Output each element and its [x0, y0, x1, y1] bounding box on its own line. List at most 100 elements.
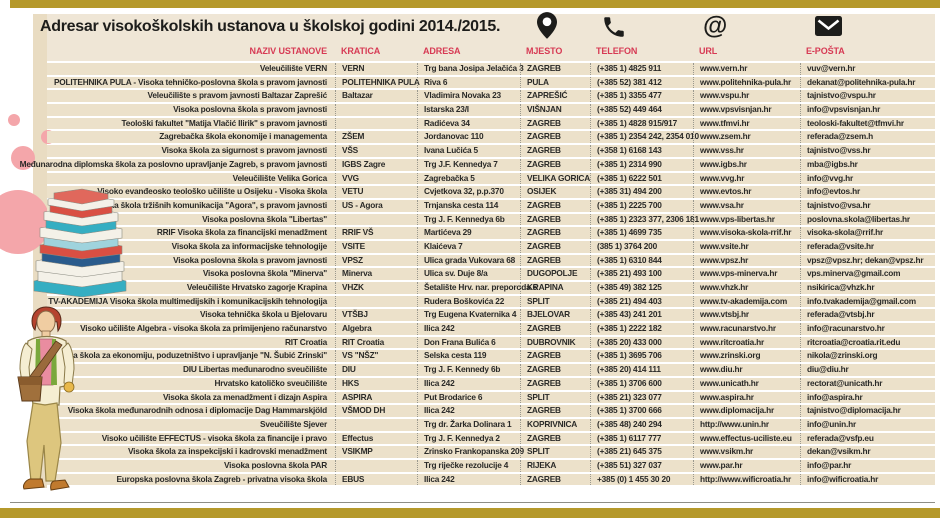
cell-adresa: Trg J. F. Kennedya 6b — [417, 213, 520, 226]
cell-eposta: info@unin.hr — [800, 418, 935, 431]
cell-eposta: rectorat@unicath.hr — [800, 377, 935, 390]
cell-telefon: (+385 52) 381 412 — [590, 76, 693, 89]
cell-eposta: info@racunarstvo.hr — [800, 323, 935, 335]
cell-telefon: (+385 1) 6310 844 — [590, 254, 693, 267]
cell-naziv: Međunarodna diplomska škola za poslovno … — [19, 158, 328, 169]
cell-url: www.vsite.hr — [693, 240, 800, 253]
cell-eposta: info@evtos.hr — [800, 186, 935, 198]
cell-kratica: Minerva — [335, 268, 417, 280]
cell-mjesto: ZAGREB — [520, 254, 590, 267]
cell-eposta: dekanat@politehnika-pula.hr — [800, 76, 935, 89]
cell-url: www.racunarstvo.hr — [693, 323, 800, 335]
cell-mjesto: ZAGREB — [520, 405, 590, 417]
cell-kratica: VPSZ — [335, 254, 417, 267]
table-row: Visoka poslovna škola s pravom javnosti … — [47, 254, 935, 267]
cell-naziv: Visoko učilište Algebra - visoka škola z… — [80, 323, 327, 334]
cell-url: www.vern.hr — [693, 63, 800, 75]
cell-telefon: (+385 21) 493 100 — [590, 268, 693, 280]
pink-circle — [11, 146, 35, 170]
table-row: Visoka poslovna škola "Minerva" Minerva … — [47, 268, 935, 280]
cell-naziv: TV-AKADEMIJA Visoka škola multimedijskih… — [48, 295, 327, 306]
cell-kratica — [335, 418, 417, 431]
cell-kratica: DIU — [335, 364, 417, 376]
cell-adresa: Ilica 242 — [417, 323, 520, 335]
cell-adresa: Klaićeva 7 — [417, 240, 520, 253]
cell-mjesto: KRAPINA — [520, 282, 590, 294]
cell-mjesto: PULA — [520, 76, 590, 89]
cell-eposta: visoka-skola@rrif.hr — [800, 227, 935, 239]
cell-naziv: Europska poslovna škola Zagreb - privatn… — [116, 473, 327, 484]
cell-mjesto: ZAGREB — [520, 158, 590, 171]
col-header-eposta: E-POŠTA — [806, 46, 845, 56]
cell-mjesto: DUGOPOLJE — [520, 268, 590, 280]
cell-url: www.vvg.hr — [693, 172, 800, 185]
cell-telefon: (+385 1) 2222 182 — [590, 323, 693, 335]
cell-mjesto: SPLIT — [520, 391, 590, 404]
cell-naziv: Veleučilište Hrvatsko zagorje Krapina — [186, 282, 327, 292]
table-body: Veleučilište VERN VERN Trg bana Josipa J… — [19, 63, 935, 487]
cell-mjesto: ZAGREB — [520, 364, 590, 376]
table-row: Veleučilište Velika Gorica VVG Zagrebačk… — [47, 172, 935, 185]
books-illustration — [28, 185, 130, 302]
at-sign-icon: @ — [703, 12, 728, 40]
cell-mjesto: ZAGREB — [520, 473, 590, 486]
table-row: Europska poslovna škola Zagreb - privatn… — [47, 473, 935, 486]
cell-mjesto: ZAGREB — [520, 131, 590, 144]
cell-mjesto: ZAGREB — [520, 199, 590, 212]
cell-mjesto: ZAGREB — [520, 350, 590, 363]
cell-kratica: VERN — [335, 63, 417, 75]
cell-telefon: (+385 1) 4828 915/917 — [590, 117, 693, 130]
cell-url: www.par.hr — [693, 459, 800, 472]
table-row: Visoko učilište Algebra - visoka škola z… — [47, 323, 935, 335]
cell-telefon: (+385 31) 494 200 — [590, 186, 693, 198]
cell-mjesto: ZAGREB — [520, 240, 590, 253]
cell-kratica: VETU — [335, 186, 417, 198]
cell-url: www.unicath.hr — [693, 377, 800, 390]
table-row: Visoka škola međunarodnih odnosa i diplo… — [47, 405, 935, 417]
cell-naziv: Visoka poslovna škola s pravom javnosti — [173, 254, 327, 265]
cell-adresa: Riva 6 — [417, 76, 520, 89]
cell-telefon: (+385 51) 327 037 — [590, 459, 693, 472]
cell-mjesto: ZAGREB — [520, 145, 590, 157]
cell-url: www.vps-libertas.hr — [693, 213, 800, 226]
cell-eposta: diu@diu.hr — [800, 364, 935, 376]
cell-kratica: VHZK — [335, 282, 417, 294]
cell-url: www.aspira.hr — [693, 391, 800, 404]
cell-adresa: Ilica 242 — [417, 473, 520, 486]
cell-telefon: (+385 20) 414 111 — [590, 364, 693, 376]
cell-telefon: (+385 48) 240 294 — [590, 418, 693, 431]
table-row: Teološki fakultet "Matija Vlačić Ilirik"… — [47, 117, 935, 130]
table-row: Veleučilište VERN VERN Trg bana Josipa J… — [47, 63, 935, 75]
location-pin-icon — [537, 12, 557, 39]
cell-adresa: Trg J. F. Kennedya 2 — [417, 432, 520, 445]
cell-telefon: (+385 1) 4825 911 — [590, 63, 693, 75]
cell-mjesto: ZAGREB — [520, 377, 590, 390]
cell-url: www.ritcroatia.hr — [693, 336, 800, 349]
cell-adresa: Zrinsko Frankopanska 209 — [417, 446, 524, 458]
cell-adresa: Zagrebačka 5 — [417, 172, 520, 185]
cell-kratica: ASPIRA — [335, 391, 417, 404]
cell-adresa: Selska cesta 119 — [417, 350, 520, 363]
col-header-kratica: KRATICA — [341, 46, 381, 56]
col-header-naziv: NAZIV USTANOVE — [249, 46, 328, 56]
cell-adresa: Put Brodarice 6 — [417, 391, 520, 404]
cell-kratica: VŠMOD DH — [335, 405, 417, 417]
cell-kratica: EBUS — [335, 473, 417, 486]
cell-eposta: nsikirica@vhzk.hr — [800, 282, 935, 294]
cell-kratica: VTŠBJ — [335, 309, 417, 322]
cell-eposta: poslovna.skola@libertas.hr — [800, 213, 935, 226]
cell-eposta: tajnistvo@vsa.hr — [800, 199, 935, 212]
cell-eposta: info.tvakademija@gmail.com — [800, 295, 935, 308]
cell-mjesto: SPLIT — [520, 446, 590, 458]
col-header-telefon: TELEFON — [596, 46, 638, 56]
cell-kratica — [335, 213, 417, 226]
cell-eposta: info@aspira.hr — [800, 391, 935, 404]
cell-mjesto: ZAGREB — [520, 323, 590, 335]
cell-mjesto: RIJEKA — [520, 459, 590, 472]
cell-url: www.visoka-skola-rrif.hr — [693, 227, 800, 239]
cell-mjesto: ZAGREB — [520, 63, 590, 75]
cell-url: www.tfmvi.hr — [693, 117, 800, 130]
cell-adresa: Ivana Lučića 5 — [417, 145, 520, 157]
table-row: Visoka poslovna škola s pravom javnosti … — [47, 104, 935, 116]
cell-telefon: (+385 1) 2225 700 — [590, 199, 693, 212]
